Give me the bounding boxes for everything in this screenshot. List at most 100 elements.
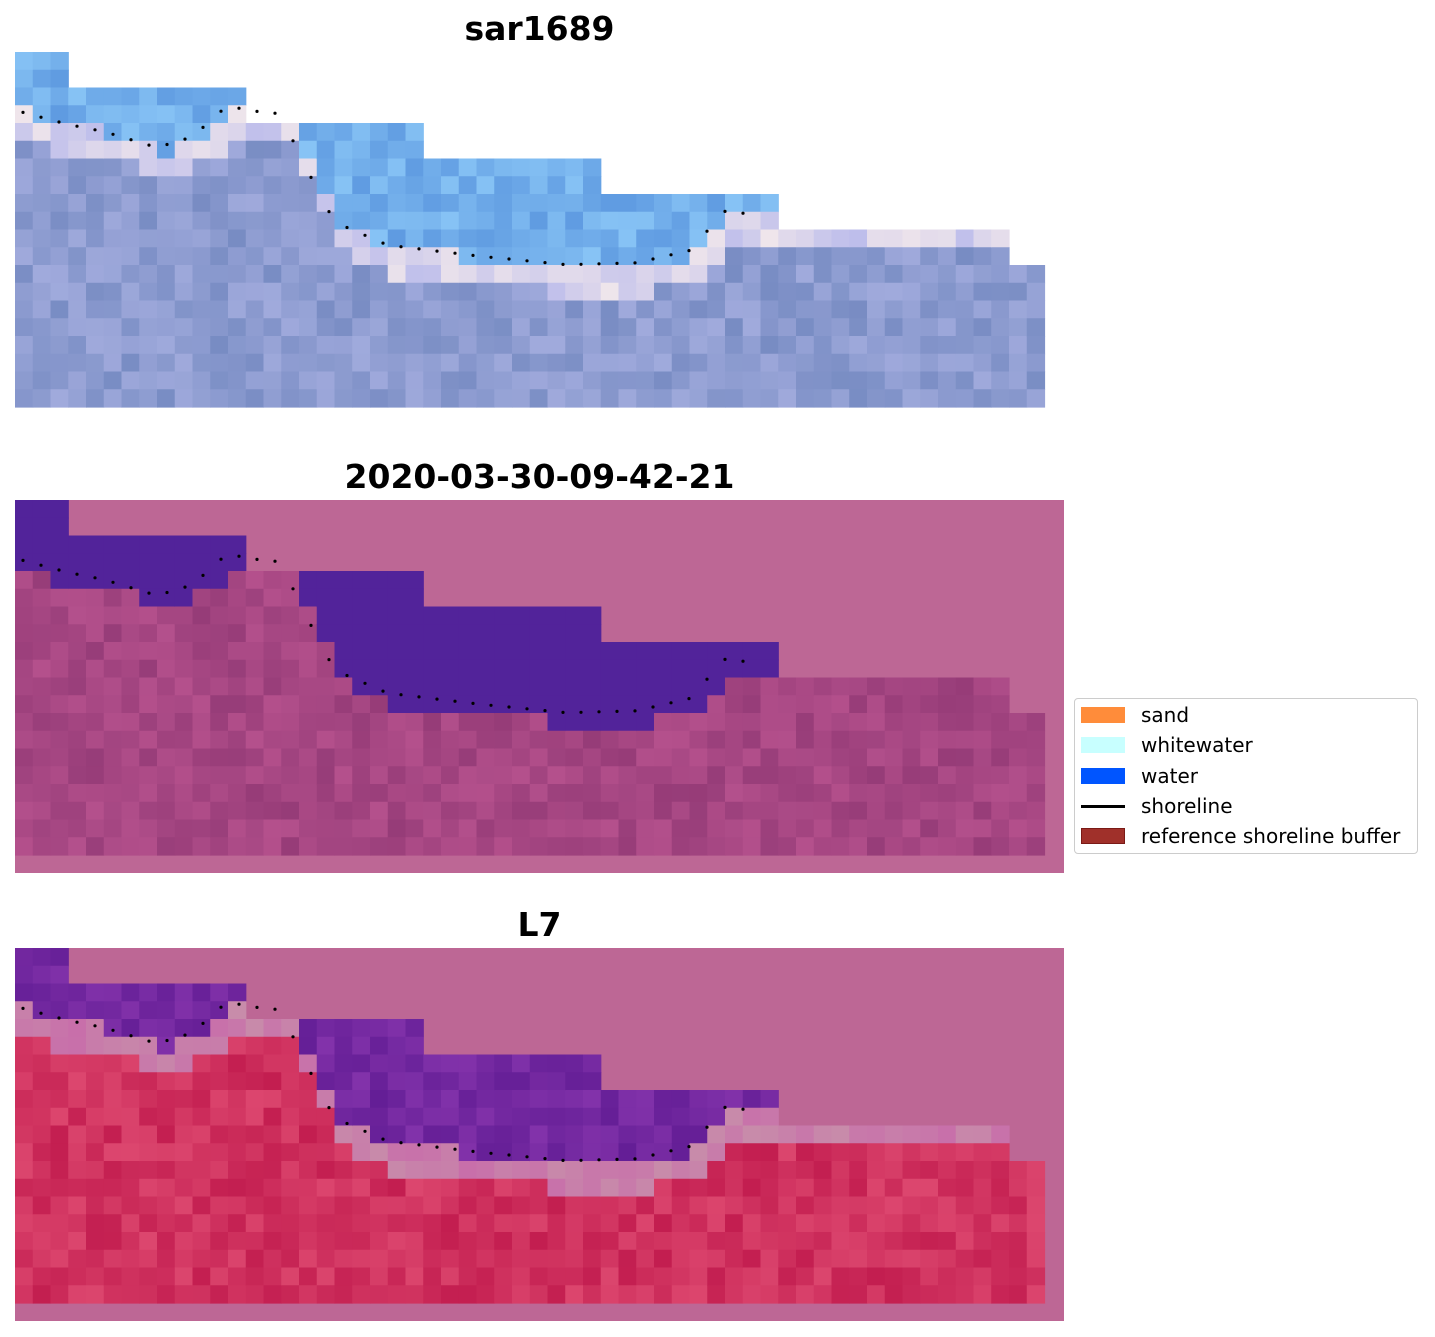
image-pixel [228, 176, 247, 195]
image-pixel [476, 766, 495, 785]
image-pixel [529, 300, 549, 319]
image-pixel [352, 194, 371, 213]
image-pixel [1009, 371, 1028, 390]
image-pixel [174, 247, 194, 266]
shoreline-dot [219, 557, 223, 561]
image-pixel [245, 571, 265, 590]
image-pixel [228, 588, 247, 608]
shoreline-dot [687, 1145, 691, 1149]
image-pixel [583, 677, 602, 696]
image-pixel [600, 1161, 620, 1180]
image-pixel [938, 713, 957, 732]
image-pixel [121, 247, 140, 266]
image-pixel [583, 713, 602, 732]
shoreline-dot [579, 262, 583, 266]
image-pixel [813, 1267, 833, 1286]
image-pixel [68, 1232, 87, 1251]
image-pixel [476, 371, 495, 390]
image-pixel [86, 1232, 105, 1251]
image-pixel [157, 642, 176, 661]
image-pixel [387, 624, 407, 643]
image-pixel [813, 766, 833, 785]
image-pixel [689, 336, 708, 355]
image-pixel [316, 695, 336, 714]
image-pixel [192, 1196, 211, 1215]
image-pixel [512, 695, 531, 714]
image-pixel [299, 624, 318, 643]
image-pixel [50, 1285, 69, 1304]
image-pixel [760, 837, 779, 856]
image-pixel [15, 837, 34, 856]
image-pixel [174, 158, 194, 177]
image-pixel [15, 247, 34, 266]
image-pixel [174, 371, 194, 390]
image-pixel [618, 784, 637, 803]
image-pixel [174, 588, 194, 608]
image-pixel [654, 229, 673, 248]
image-pixel [529, 766, 549, 785]
image-pixel [458, 713, 478, 732]
image-pixel [370, 176, 389, 195]
shoreline-dot [417, 695, 421, 699]
image-pixel [245, 1267, 265, 1286]
image-pixel [352, 784, 371, 803]
shoreline-dot [183, 1033, 187, 1037]
image-pixel [174, 1232, 194, 1251]
image-pixel [299, 353, 318, 373]
image-pixel [547, 265, 566, 284]
image-pixel [512, 624, 531, 643]
image-pixel [50, 784, 69, 803]
image-pixel [920, 1161, 939, 1180]
image-pixel [884, 300, 904, 319]
image-pixel [50, 300, 69, 319]
image-pixel [689, 642, 708, 661]
image-pixel [405, 1249, 424, 1269]
shoreline-dot [165, 142, 169, 147]
image-pixel [68, 194, 87, 213]
image-pixel [405, 1178, 424, 1198]
shoreline-dot [201, 125, 205, 129]
image-pixel [725, 1107, 744, 1127]
image-pixel [334, 229, 353, 248]
image-pixel [671, 1214, 691, 1233]
image-pixel [831, 389, 850, 408]
image-pixel [334, 695, 353, 714]
image-pixel [991, 282, 1010, 302]
image-pixel [352, 748, 371, 767]
image-pixel [299, 247, 318, 266]
image-pixel [973, 1214, 992, 1233]
image-pixel [32, 318, 52, 337]
image-pixel [671, 318, 691, 337]
image-pixel [458, 211, 478, 231]
image-pixel [210, 318, 229, 337]
image-pixel [813, 389, 833, 408]
image-pixel [228, 1143, 247, 1162]
image-pixel [618, 211, 637, 231]
image-pixel [50, 353, 69, 373]
image-pixel [547, 801, 566, 821]
image-pixel [157, 588, 176, 608]
image-pixel [192, 371, 211, 390]
image-pixel [867, 371, 886, 390]
image-pixel [512, 1107, 531, 1127]
image-pixel [103, 553, 123, 572]
image-pixel [547, 1090, 566, 1109]
image-pixel [512, 1214, 531, 1233]
image-pixel [352, 1214, 371, 1233]
image-pixel [334, 801, 353, 821]
shoreline-dot [219, 1005, 223, 1009]
image-pixel [742, 1178, 762, 1198]
image-pixel [547, 158, 566, 177]
image-pixel [831, 265, 850, 284]
image-pixel [458, 1090, 478, 1109]
image-pixel [245, 140, 265, 160]
image-pixel [192, 123, 211, 142]
image-pixel [618, 318, 637, 337]
image-pixel [618, 1090, 637, 1109]
image-pixel [991, 389, 1010, 408]
image-pixel [654, 318, 673, 337]
image-pixel [583, 1214, 602, 1233]
image-pixel [600, 1196, 620, 1215]
image-pixel [476, 1072, 495, 1091]
image-pixel [32, 965, 52, 985]
